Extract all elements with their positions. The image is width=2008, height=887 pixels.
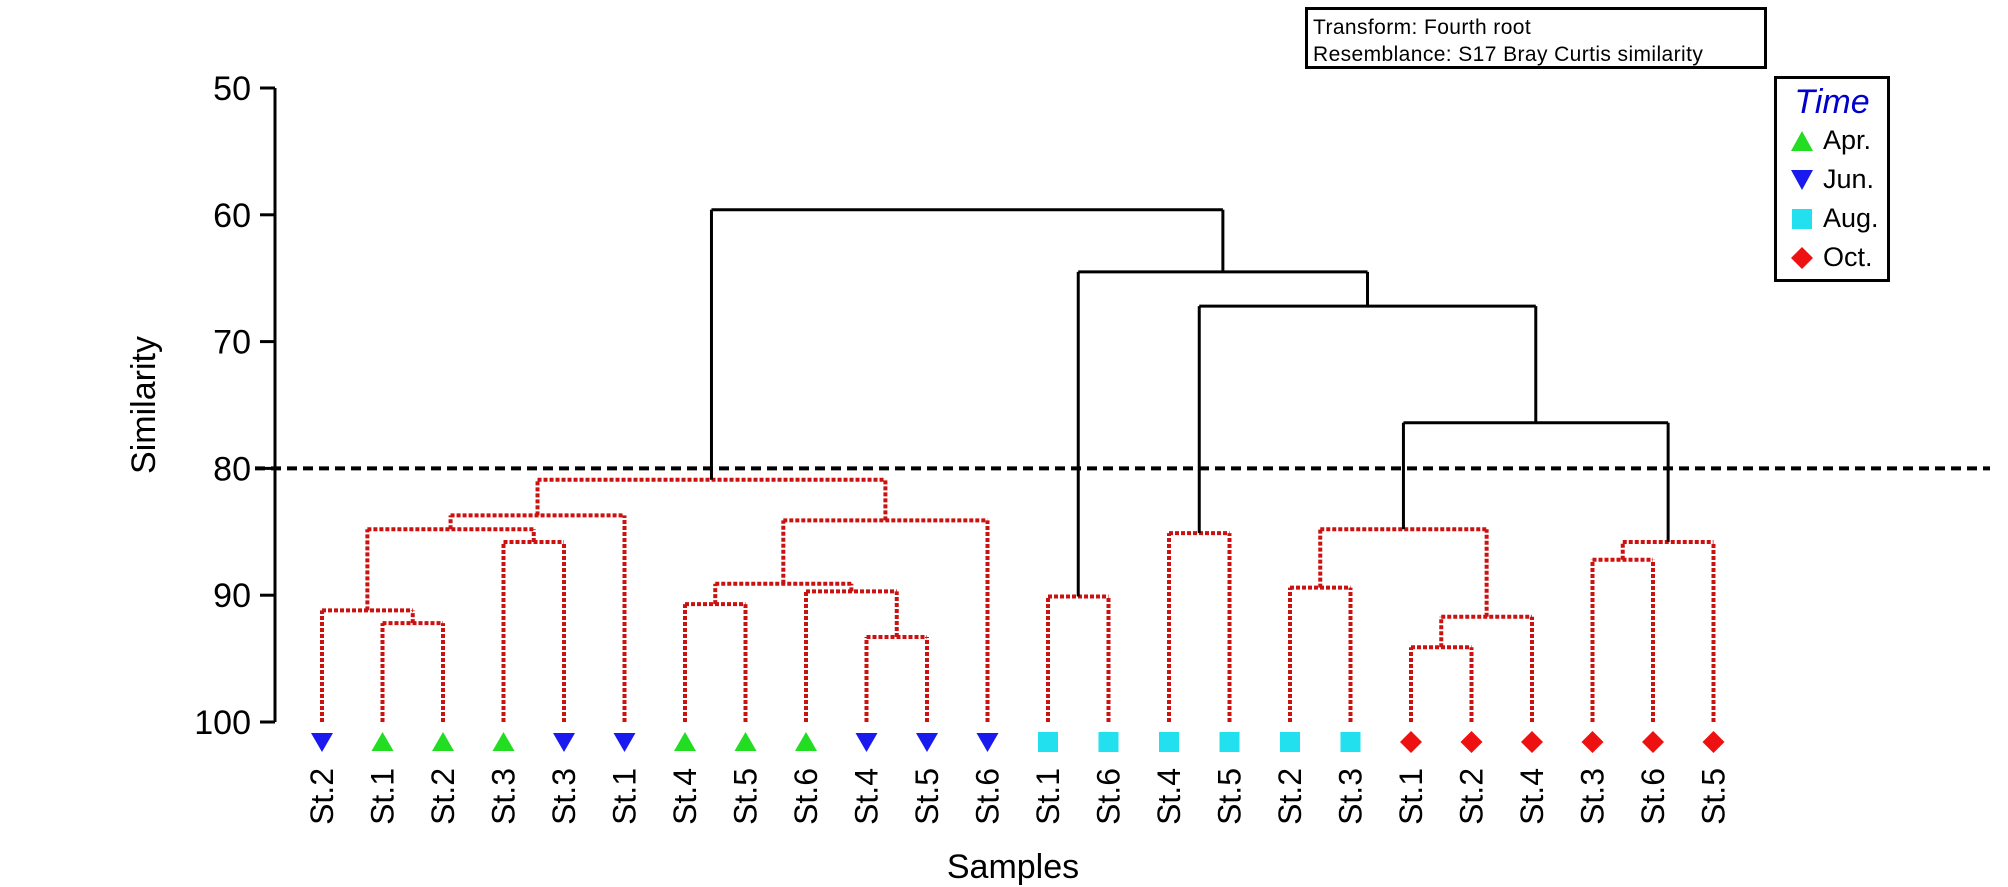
leaf-label: St.5 xyxy=(1212,768,1248,825)
leaf-marker-diamond xyxy=(1400,731,1422,753)
leaf-label: St.1 xyxy=(1393,768,1429,825)
y-tick-label: 50 xyxy=(213,70,251,108)
y-tick-label: 60 xyxy=(213,197,251,235)
square-icon xyxy=(1792,208,1812,229)
transform-info-box: Transform: Fourth root Resemblance: S17 … xyxy=(1305,7,1767,69)
transform-text: Transform: Fourth root xyxy=(1313,16,1532,39)
dendrogram-branches xyxy=(320,208,1716,722)
leaf-marker-triangle-up xyxy=(371,732,394,751)
leaf-label: St.5 xyxy=(728,768,764,825)
leaf-label: St.3 xyxy=(1575,768,1611,825)
legend-label-oct: Oct. xyxy=(1823,242,1873,272)
legend-label-jun: Jun. xyxy=(1823,164,1875,194)
leaf-marker-diamond xyxy=(1581,731,1604,753)
leaf-labels: St.2 St.1 St.2 St.3 St.3 St.1 St.4 St.5 St.6 St.4… xyxy=(304,768,1732,825)
y-tick-label: 70 xyxy=(213,324,251,362)
leaf-label: St.1 xyxy=(365,768,401,825)
leaf-label: St.4 xyxy=(1514,768,1550,825)
leaf-label: St.4 xyxy=(849,768,885,825)
leaf-label: St.2 xyxy=(1454,768,1490,825)
leaf-marker-diamond xyxy=(1460,731,1483,753)
leaf-marker-triangle-down xyxy=(553,733,575,752)
leaf-label: St.2 xyxy=(304,768,340,825)
legend-item-apr: Apr. xyxy=(1777,121,1887,160)
legend-marker-jun xyxy=(1791,169,1813,190)
legend-marker-aug xyxy=(1792,208,1812,229)
leaf-label: St.5 xyxy=(1696,768,1732,825)
leaf-label: St.6 xyxy=(970,768,1006,825)
resemblance-text: Resemblance: S17 Bray Curtis similarity xyxy=(1313,43,1704,66)
leaf-label: St.3 xyxy=(546,768,582,825)
leaf-label: St.3 xyxy=(1333,768,1369,825)
triangle-down-icon xyxy=(1791,169,1813,190)
leaf-label: St.4 xyxy=(667,768,703,825)
legend-title: Time xyxy=(1794,83,1870,121)
x-axis-title: Samples xyxy=(947,848,1079,886)
leaf-label: St.5 xyxy=(909,768,945,825)
leaf-marker-square xyxy=(1340,732,1361,752)
leaf-markers xyxy=(311,731,1725,753)
leaf-marker-triangle-up xyxy=(432,732,454,751)
leaf-label: St.2 xyxy=(1272,768,1308,825)
leaf-marker-square xyxy=(1098,732,1119,752)
leaf-marker-square xyxy=(1280,732,1300,752)
leaf-marker-diamond xyxy=(1521,731,1543,753)
leaf-marker-triangle-up xyxy=(795,732,817,751)
y-tick-label: 100 xyxy=(194,704,251,742)
legend-marker-apr xyxy=(1791,130,1813,151)
legend-label-apr: Apr. xyxy=(1823,125,1872,155)
triangle-up-icon xyxy=(1791,130,1813,151)
leaf-marker-triangle-down xyxy=(855,733,878,752)
y-axis-title: Similarity xyxy=(125,336,163,474)
y-tick-label: 80 xyxy=(213,450,251,488)
leaf-marker-diamond xyxy=(1642,731,1664,753)
leaf-marker-triangle-down xyxy=(613,733,636,752)
leaf-marker-triangle-up xyxy=(734,732,757,751)
leaf-label: St.3 xyxy=(486,768,522,825)
leaf-label: St.1 xyxy=(1030,768,1066,825)
legend-item-oct: Oct. xyxy=(1777,238,1887,277)
leaf-marker-triangle-up xyxy=(674,732,696,751)
leaf-marker-square xyxy=(1159,732,1179,752)
legend-item-jun: Jun. xyxy=(1777,160,1887,199)
leaf-marker-triangle-down xyxy=(916,733,938,752)
legend-label-aug: Aug. xyxy=(1823,203,1879,233)
leaf-marker-square xyxy=(1038,732,1058,752)
leaf-marker-triangle-up xyxy=(492,732,515,751)
leaf-label: St.6 xyxy=(788,768,824,825)
leaf-marker-square xyxy=(1219,732,1240,752)
leaf-label: St.6 xyxy=(1635,768,1671,825)
legend: Time Apr. Jun. Aug. Oct. xyxy=(1774,76,1890,282)
leaf-label: St.1 xyxy=(607,768,643,825)
y-axis: 50 60 70 80 90 100 xyxy=(194,70,277,742)
legend-item-aug: Aug. xyxy=(1777,199,1887,238)
y-tick-label: 90 xyxy=(213,577,251,615)
leaf-marker-triangle-down xyxy=(311,733,333,752)
legend-marker-oct xyxy=(1791,246,1813,269)
leaf-label: St.6 xyxy=(1091,768,1127,825)
leaf-marker-diamond xyxy=(1702,731,1725,753)
leaf-label: St.4 xyxy=(1151,768,1187,825)
leaf-marker-triangle-down xyxy=(976,733,999,752)
leaf-label: St.2 xyxy=(425,768,461,825)
diamond-icon xyxy=(1791,246,1813,269)
